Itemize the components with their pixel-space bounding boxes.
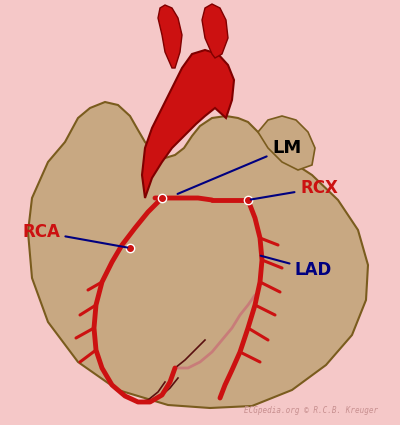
Polygon shape bbox=[258, 116, 315, 170]
Polygon shape bbox=[28, 102, 368, 408]
Polygon shape bbox=[142, 50, 234, 198]
Text: LAD: LAD bbox=[261, 256, 332, 279]
Polygon shape bbox=[202, 4, 228, 58]
Polygon shape bbox=[158, 5, 182, 68]
Text: LM: LM bbox=[178, 139, 301, 194]
Text: RCX: RCX bbox=[251, 179, 338, 199]
Text: ECGpedia.org © R.C.B. Kreuger: ECGpedia.org © R.C.B. Kreuger bbox=[244, 406, 378, 415]
Text: RCA: RCA bbox=[22, 223, 127, 247]
